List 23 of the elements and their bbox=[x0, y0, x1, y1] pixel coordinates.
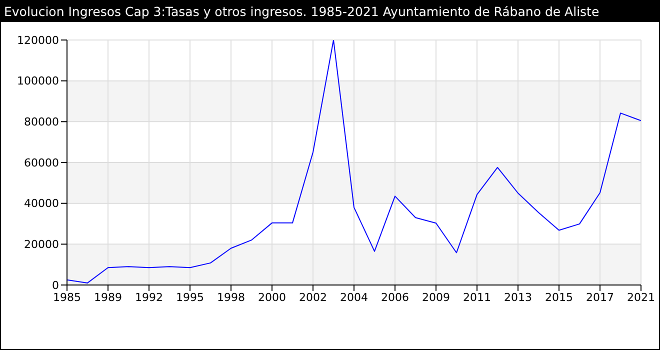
x-tick-label: 2015 bbox=[545, 290, 573, 304]
x-tick-label: 2004 bbox=[340, 290, 368, 304]
y-tick-label: 0 bbox=[52, 278, 59, 292]
y-tick-label: 20000 bbox=[24, 238, 59, 252]
x-tick-label: 1985 bbox=[53, 290, 81, 304]
x-tick-label: 2006 bbox=[381, 290, 409, 304]
x-tick-label: 2021 bbox=[627, 290, 655, 304]
x-tick-label: 1995 bbox=[176, 290, 204, 304]
x-tick-label: 2002 bbox=[299, 290, 327, 304]
y-tick-label: 40000 bbox=[24, 197, 59, 210]
x-tick-label: 1989 bbox=[94, 290, 122, 304]
x-tick-label: 1998 bbox=[217, 290, 245, 304]
y-tick-label: 120000 bbox=[17, 34, 59, 47]
chart-title: Evolucion Ingresos Cap 3:Tasas y otros ingresos. 1985-2021 Ayuntamiento de Rábano de Aliste bbox=[1, 1, 659, 22]
x-tick-label: 2013 bbox=[504, 290, 532, 304]
y-tick-label: 80000 bbox=[24, 116, 59, 129]
x-tick-label: 2009 bbox=[422, 290, 450, 304]
x-tick-label: 1992 bbox=[135, 290, 163, 304]
x-tick-label: 2000 bbox=[258, 290, 286, 304]
y-tick-label: 100000 bbox=[17, 74, 59, 88]
x-tick-label: 2017 bbox=[586, 290, 614, 304]
y-tick-label: 60000 bbox=[24, 156, 59, 170]
x-tick-label: 2011 bbox=[463, 290, 491, 304]
